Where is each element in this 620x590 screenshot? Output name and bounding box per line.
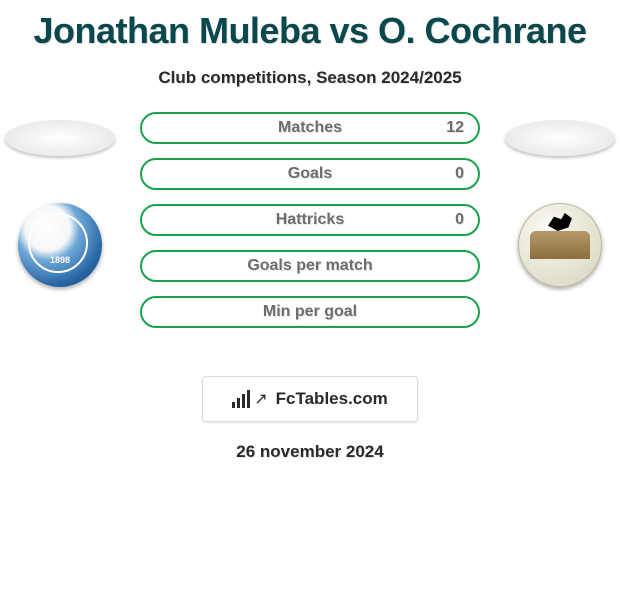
stat-right-value: 0 bbox=[455, 211, 464, 229]
page-title: Jonathan Muleba vs O. Cochrane bbox=[0, 10, 620, 52]
stat-label: Goals bbox=[288, 165, 332, 183]
stats-pill-stack: Matches 12 Goals 0 Hattricks 0 Goals per… bbox=[140, 112, 480, 328]
player-right-platform bbox=[505, 120, 615, 156]
stat-right-value: 12 bbox=[446, 119, 464, 137]
stat-pill-goals: Goals 0 bbox=[140, 158, 480, 190]
stat-right-value: 0 bbox=[455, 165, 464, 183]
brand-box[interactable]: ↗ FcTables.com bbox=[202, 376, 418, 422]
club-badge-left: 1898 bbox=[18, 203, 102, 287]
stat-pill-matches: Matches 12 bbox=[140, 112, 480, 144]
bars-chart-icon bbox=[232, 390, 250, 408]
stat-pill-hattricks: Hattricks 0 bbox=[140, 204, 480, 236]
player-left-platform bbox=[5, 120, 115, 156]
badge-left-year: 1898 bbox=[50, 255, 70, 265]
stat-label: Hattricks bbox=[276, 211, 344, 229]
badge-right-bridge-icon bbox=[530, 231, 590, 259]
stat-pill-goals-per-match: Goals per match bbox=[140, 250, 480, 282]
subtitle: Club competitions, Season 2024/2025 bbox=[0, 68, 620, 88]
club-badge-right bbox=[518, 203, 602, 287]
trend-arrow-icon: ↗ bbox=[254, 389, 267, 409]
stat-label: Min per goal bbox=[263, 303, 357, 321]
stat-pill-min-per-goal: Min per goal bbox=[140, 296, 480, 328]
footer-date: 26 november 2024 bbox=[0, 442, 620, 462]
stat-label: Matches bbox=[278, 119, 342, 137]
stat-label: Goals per match bbox=[247, 257, 372, 275]
magpie-icon bbox=[548, 213, 572, 231]
comparison-arena: 1898 Matches 12 Goals 0 Hattricks 0 Goal… bbox=[0, 118, 620, 358]
brand-text: FcTables.com bbox=[276, 389, 388, 409]
